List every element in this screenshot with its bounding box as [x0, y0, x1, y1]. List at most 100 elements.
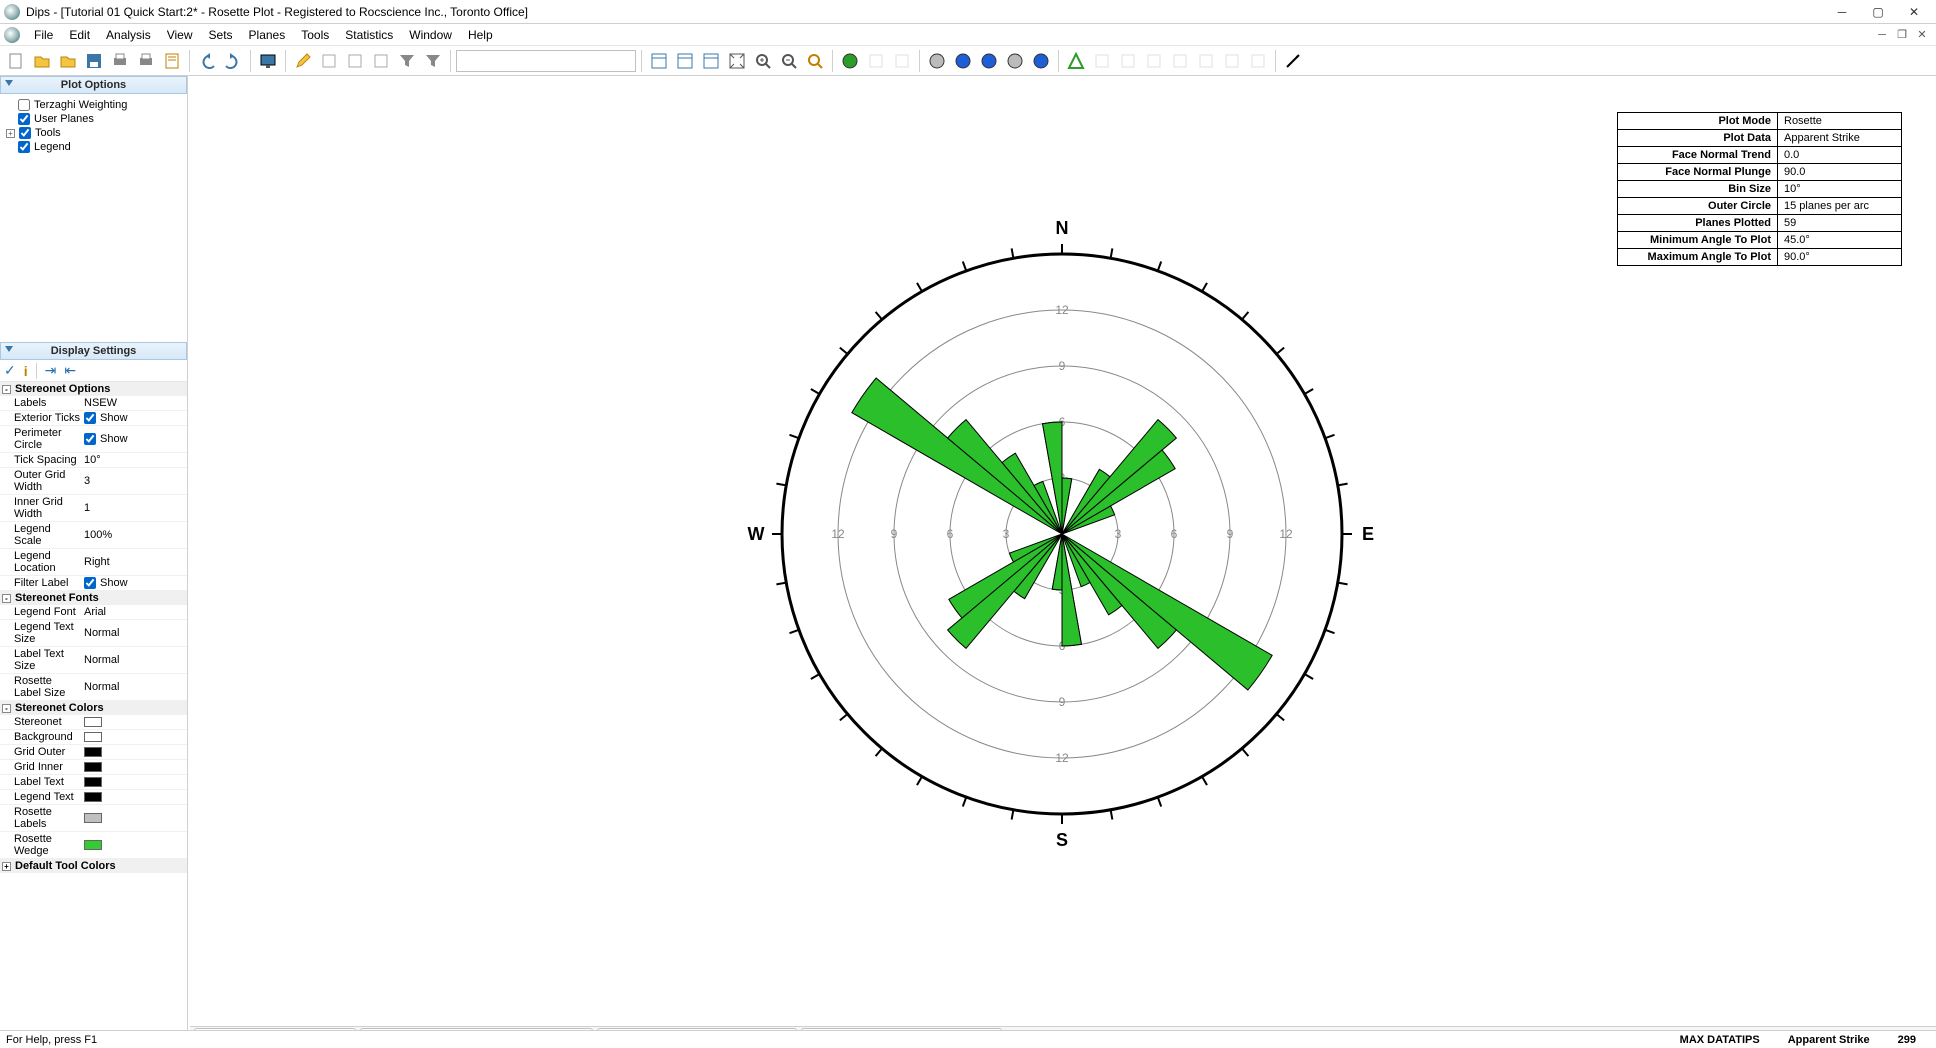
- toolbar-sphere-dark[interactable]: [1029, 49, 1053, 73]
- prop-value[interactable]: [82, 790, 187, 804]
- prop-row[interactable]: Exterior Ticks Show: [0, 411, 187, 426]
- property-grid[interactable]: -Stereonet OptionsLabelsNSEWExterior Tic…: [0, 382, 187, 1030]
- tree-checkbox[interactable]: [18, 99, 30, 111]
- prop-value[interactable]: Normal: [82, 620, 187, 646]
- toolbar-print[interactable]: [108, 49, 132, 73]
- color-swatch[interactable]: [84, 813, 102, 823]
- prop-value[interactable]: [82, 760, 187, 774]
- toolbar-box3[interactable]: [1220, 49, 1244, 73]
- toolbar-box2[interactable]: [1194, 49, 1218, 73]
- prop-row[interactable]: Tick Spacing10°: [0, 453, 187, 468]
- prop-row[interactable]: Label Text SizeNormal: [0, 647, 187, 674]
- toolbar-sphere-half[interactable]: [977, 49, 1001, 73]
- prop-value[interactable]: Normal: [82, 647, 187, 673]
- toolbar-save[interactable]: [82, 49, 106, 73]
- prop-value[interactable]: 100%: [82, 522, 187, 548]
- toolbar-printpreview[interactable]: [134, 49, 158, 73]
- toolbar-screen[interactable]: [256, 49, 280, 73]
- menu-file[interactable]: File: [26, 26, 61, 44]
- prop-value[interactable]: Right: [82, 549, 187, 575]
- prop-row[interactable]: Rosette Wedge: [0, 832, 187, 859]
- prop-group[interactable]: -Stereonet Fonts: [0, 591, 187, 605]
- display-settings-header[interactable]: Display Settings: [0, 342, 187, 360]
- toolbar-zoomout[interactable]: [777, 49, 801, 73]
- toolbar-arrow[interactable]: [1281, 49, 1305, 73]
- toolbar-zoomin[interactable]: [751, 49, 775, 73]
- prop-value[interactable]: Show: [82, 426, 187, 452]
- menu-analysis[interactable]: Analysis: [98, 26, 159, 44]
- prop-value[interactable]: 10°: [82, 453, 187, 467]
- toolbar-sphere-grey[interactable]: [1003, 49, 1027, 73]
- toolbar-curve3[interactable]: [1142, 49, 1166, 73]
- prop-value[interactable]: Normal: [82, 674, 187, 700]
- color-swatch[interactable]: [84, 717, 102, 727]
- collapse-icon[interactable]: -: [2, 594, 11, 603]
- prop-row[interactable]: LabelsNSEW: [0, 396, 187, 411]
- close-button[interactable]: ✕: [1896, 1, 1932, 23]
- toolbar-fit[interactable]: [725, 49, 749, 73]
- menu-window[interactable]: Window: [401, 26, 460, 44]
- tree-item[interactable]: +Tools: [2, 126, 185, 140]
- prop-value[interactable]: NSEW: [82, 396, 187, 410]
- prop-row[interactable]: Perimeter Circle Show: [0, 426, 187, 453]
- prop-row[interactable]: Background: [0, 730, 187, 745]
- minimize-button[interactable]: ─: [1824, 1, 1860, 23]
- color-swatch[interactable]: [84, 747, 102, 757]
- plot-options-header[interactable]: Plot Options: [0, 76, 187, 94]
- prop-row[interactable]: Legend Text SizeNormal: [0, 620, 187, 647]
- prop-value[interactable]: 3: [82, 468, 187, 494]
- toolbar-proj[interactable]: [1064, 49, 1088, 73]
- color-swatch[interactable]: [84, 732, 102, 742]
- prop-row[interactable]: Stereonet: [0, 715, 187, 730]
- collapse-icon[interactable]: -: [2, 385, 11, 394]
- toolbar-box4[interactable]: [1246, 49, 1270, 73]
- info-icon[interactable]: i: [24, 363, 28, 379]
- app-menu-icon[interactable]: [4, 27, 20, 43]
- prop-value[interactable]: [82, 715, 187, 729]
- prop-checkbox[interactable]: [84, 433, 96, 445]
- mdi-minimize-button[interactable]: ─: [1872, 29, 1892, 41]
- menu-statistics[interactable]: Statistics: [337, 26, 401, 44]
- prop-value[interactable]: Show: [82, 411, 187, 425]
- prop-row[interactable]: Grid Outer: [0, 745, 187, 760]
- toolbar-report[interactable]: [160, 49, 184, 73]
- tree-item[interactable]: Terzaghi Weighting: [2, 98, 185, 112]
- expand-icon[interactable]: +: [2, 862, 11, 871]
- toolbar-box1[interactable]: [1168, 49, 1192, 73]
- prop-checkbox[interactable]: [84, 577, 96, 589]
- toolbar-doc2[interactable]: [369, 49, 393, 73]
- prop-value[interactable]: Show: [82, 576, 187, 590]
- toolbar-filter2[interactable]: [421, 49, 445, 73]
- prop-row[interactable]: Rosette Label SizeNormal: [0, 674, 187, 701]
- prop-row[interactable]: Legend FontArial: [0, 605, 187, 620]
- prop-value[interactable]: Arial: [82, 605, 187, 619]
- mdi-close-button[interactable]: ✕: [1912, 28, 1932, 41]
- toolbar-curve1[interactable]: [1090, 49, 1114, 73]
- mdi-restore-button[interactable]: ❐: [1892, 28, 1912, 41]
- toolbar-open[interactable]: [30, 49, 54, 73]
- prop-value[interactable]: [82, 775, 187, 789]
- toolbar-zoompan[interactable]: [803, 49, 827, 73]
- toolbar-fold2[interactable]: [890, 49, 914, 73]
- prop-row[interactable]: Grid Inner: [0, 760, 187, 775]
- toolbar-filter1[interactable]: [395, 49, 419, 73]
- tree-checkbox[interactable]: [18, 141, 30, 153]
- toolbar-win2[interactable]: [673, 49, 697, 73]
- prop-row[interactable]: Inner Grid Width1: [0, 495, 187, 522]
- prop-row[interactable]: Legend Scale100%: [0, 522, 187, 549]
- prop-group[interactable]: -Stereonet Options: [0, 382, 187, 396]
- plot-area[interactable]: 33336666999912121212NSEW Plot ModeRosett…: [188, 76, 1936, 1030]
- prop-row[interactable]: Label Text: [0, 775, 187, 790]
- toolbar-curve2[interactable]: [1116, 49, 1140, 73]
- prop-row[interactable]: Rosette Labels: [0, 805, 187, 832]
- tree-item[interactable]: Legend: [2, 140, 185, 154]
- menu-planes[interactable]: Planes: [241, 26, 294, 44]
- tree-checkbox[interactable]: [19, 127, 31, 139]
- apply-icon[interactable]: ✓: [4, 362, 16, 379]
- menu-help[interactable]: Help: [460, 26, 501, 44]
- toolbar-redo[interactable]: [221, 49, 245, 73]
- tree-checkbox[interactable]: [18, 113, 30, 125]
- prop-value[interactable]: [82, 730, 187, 744]
- prop-value[interactable]: [82, 745, 187, 759]
- toolbar-sphere-grid[interactable]: [925, 49, 949, 73]
